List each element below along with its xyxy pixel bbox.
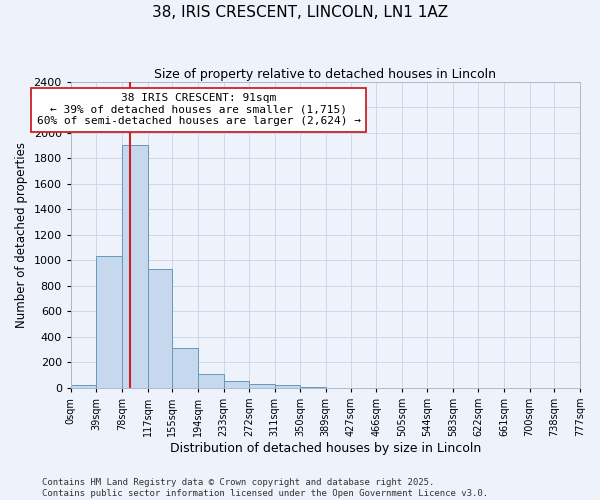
- Bar: [198, 374, 224, 388]
- Text: Contains HM Land Registry data © Crown copyright and database right 2025.
Contai: Contains HM Land Registry data © Crown c…: [42, 478, 488, 498]
- Bar: [275, 386, 300, 388]
- Bar: [71, 386, 97, 388]
- Bar: [224, 381, 249, 388]
- Y-axis label: Number of detached properties: Number of detached properties: [15, 142, 28, 328]
- Title: Size of property relative to detached houses in Lincoln: Size of property relative to detached ho…: [154, 68, 496, 80]
- Bar: [97, 256, 122, 388]
- Text: 38 IRIS CRESCENT: 91sqm
← 39% of detached houses are smaller (1,715)
60% of semi: 38 IRIS CRESCENT: 91sqm ← 39% of detache…: [37, 93, 361, 126]
- Bar: [148, 269, 172, 388]
- Bar: [122, 146, 148, 388]
- Bar: [249, 384, 275, 388]
- Text: 38, IRIS CRESCENT, LINCOLN, LN1 1AZ: 38, IRIS CRESCENT, LINCOLN, LN1 1AZ: [152, 5, 448, 20]
- X-axis label: Distribution of detached houses by size in Lincoln: Distribution of detached houses by size …: [170, 442, 481, 455]
- Bar: [172, 348, 198, 388]
